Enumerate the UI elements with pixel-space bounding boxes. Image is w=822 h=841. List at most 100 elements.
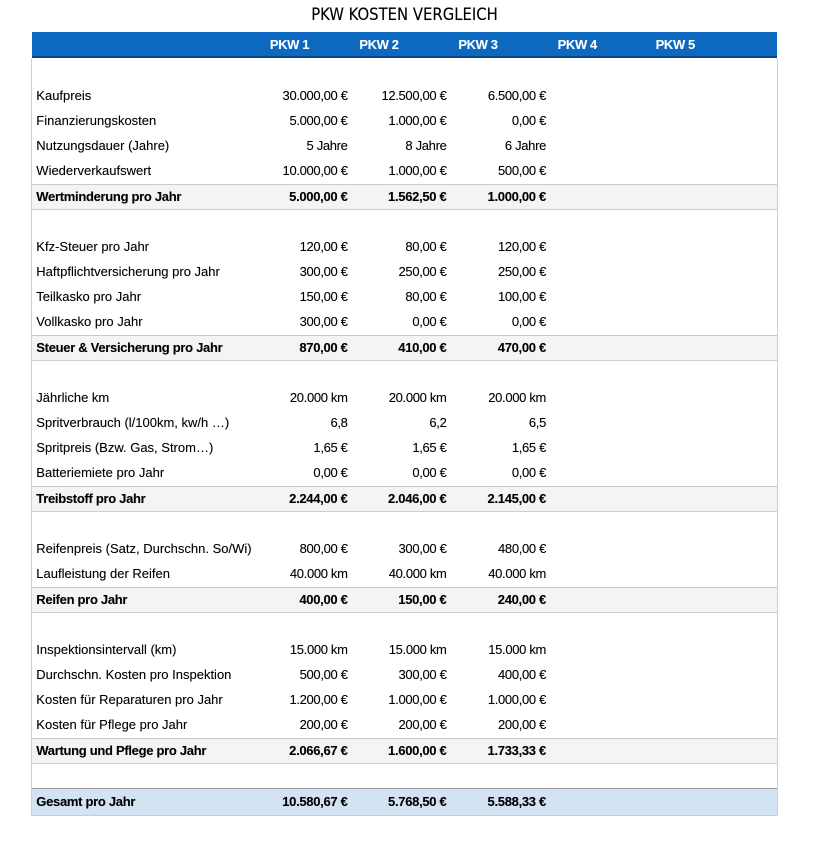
cell-pkw3: 480,00 € xyxy=(498,541,546,557)
cell-pkw3: 5.588,33 € xyxy=(487,793,547,809)
cell-pkw1: 5.000,00 € xyxy=(289,112,348,128)
row-label: Gesamt pro Jahr xyxy=(36,793,136,809)
cell-pkw1 xyxy=(253,612,348,637)
cell-pkw5 xyxy=(648,209,743,234)
cell-pkw1: 870,00 € xyxy=(299,340,348,356)
cell-pkw4 xyxy=(549,209,644,234)
cell-pkw3: 470,00 € xyxy=(497,340,547,356)
cell-pkw3 xyxy=(451,612,546,637)
table-row: Reifenpreis (Satz, Durchschn. So/Wi) 800… xyxy=(32,536,777,561)
table-row: Wartung und Pflege pro Jahr 2.066,67 € 1… xyxy=(32,737,778,765)
cell-pkw3: 6.500,00 € xyxy=(487,87,546,103)
cell-pkw2: 410,00 € xyxy=(398,340,447,356)
cell-pkw4 xyxy=(549,487,644,511)
cell-pkw5 xyxy=(648,637,743,662)
cell-pkw1: 15.000 km xyxy=(289,641,348,657)
cell-pkw5 xyxy=(648,662,743,687)
row-label: Vollkasko pro Jahr xyxy=(36,314,143,330)
cell-pkw1: 1.200,00 € xyxy=(289,692,348,708)
cell-pkw2: 12.500,00 € xyxy=(381,87,447,103)
cell-pkw3: 15.000 km xyxy=(488,641,546,657)
row-label: Nutzungsdauer (Jahre) xyxy=(36,138,170,154)
row-label: Haftpflichtversicherung pro Jahr xyxy=(36,263,220,279)
table-row: Spritpreis (Bzw. Gas, Strom…) 1,65 € 1,6… xyxy=(32,436,777,461)
cell-pkw4 xyxy=(549,58,644,83)
cell-pkw2: 2.046,00 € xyxy=(388,491,447,507)
cell-pkw4 xyxy=(549,285,644,310)
cell-pkw2: 15.000 km xyxy=(388,641,447,657)
table-row xyxy=(32,763,777,788)
row-label: Reifen pro Jahr xyxy=(36,591,128,607)
cell-pkw1: 0,00 € xyxy=(313,465,348,481)
cell-pkw4 xyxy=(549,83,644,108)
table-header-row: PKW 1 PKW 2 PKW 3 PKW 4 PKW 5 xyxy=(31,31,778,57)
row-label: Jährliche km xyxy=(36,389,110,405)
cell-pkw3: 500,00 € xyxy=(498,163,546,179)
cell-pkw1: 300,00 € xyxy=(299,314,348,330)
cell-pkw1: 40.000 km xyxy=(289,566,348,582)
cell-pkw3: 2.145,00 € xyxy=(487,491,547,507)
cell-pkw3 xyxy=(451,58,546,83)
cell-pkw3 xyxy=(451,763,546,788)
cell-pkw5 xyxy=(648,310,743,335)
row-label: Spritverbrauch (l/100km, kw/h …) xyxy=(36,415,230,431)
cell-pkw3: 250,00 € xyxy=(498,263,546,279)
cell-pkw5 xyxy=(648,588,743,612)
cell-pkw1: 500,00 € xyxy=(299,666,348,682)
cell-pkw4 xyxy=(549,588,644,612)
cell-pkw1 xyxy=(253,209,348,234)
cell-pkw3: 240,00 € xyxy=(497,591,547,607)
cell-pkw3: 120,00 € xyxy=(498,238,546,254)
table-row: Steuer & Versicherung pro Jahr 870,00 € … xyxy=(32,334,778,362)
cell-pkw4 xyxy=(549,108,644,133)
cell-pkw5 xyxy=(648,259,743,284)
cell-pkw2 xyxy=(351,612,446,637)
column-header-pkw5: PKW 5 xyxy=(655,36,696,52)
table-row: Kfz-Steuer pro Jahr 120,00 € 80,00 € 120… xyxy=(32,234,777,259)
cell-pkw4 xyxy=(549,385,644,410)
page-title: PKW KOSTEN VERGLEICH xyxy=(311,5,498,25)
table-row: Kosten für Reparaturen pro Jahr 1.200,00… xyxy=(32,688,777,713)
cell-pkw4 xyxy=(549,739,644,763)
cell-pkw3: 100,00 € xyxy=(498,289,546,305)
cell-pkw5 xyxy=(648,436,743,461)
table-row: Kosten für Pflege pro Jahr 200,00 € 200,… xyxy=(32,713,777,738)
cell-pkw4 xyxy=(549,536,644,561)
cell-pkw5 xyxy=(648,58,743,83)
cell-pkw2: 1,65 € xyxy=(412,440,447,456)
cell-pkw5 xyxy=(648,763,743,788)
cell-pkw5 xyxy=(648,562,743,587)
row-label: Reifenpreis (Satz, Durchschn. So/Wi) xyxy=(36,541,252,557)
cell-pkw4 xyxy=(549,612,644,637)
cell-pkw3: 1.000,00 € xyxy=(487,692,546,708)
cell-pkw5 xyxy=(648,385,743,410)
cell-pkw1: 10.000,00 € xyxy=(282,163,348,179)
row-label: Kosten für Reparaturen pro Jahr xyxy=(36,692,223,708)
row-label: Spritpreis (Bzw. Gas, Strom…) xyxy=(36,440,214,456)
cell-pkw5 xyxy=(648,234,743,259)
cell-pkw1: 2.244,00 € xyxy=(289,491,348,507)
cell-pkw1: 5 Jahre xyxy=(306,138,348,154)
table-row: Finanzierungskosten 5.000,00 € 1.000,00 … xyxy=(32,108,777,133)
cell-pkw4 xyxy=(549,662,644,687)
cell-pkw4 xyxy=(549,461,644,486)
cell-pkw4 xyxy=(549,763,644,788)
cell-pkw5 xyxy=(648,108,743,133)
cell-pkw2: 8 Jahre xyxy=(405,138,447,154)
row-label: Wertminderung pro Jahr xyxy=(36,188,182,204)
table-header-border xyxy=(31,56,778,58)
cell-pkw2 xyxy=(351,511,446,536)
cell-pkw5 xyxy=(648,185,743,209)
table-row: Jährliche km 20.000 km 20.000 km 20.000 … xyxy=(32,385,777,410)
cell-pkw2: 80,00 € xyxy=(405,238,447,254)
cell-pkw4 xyxy=(549,336,644,360)
row-label: Wiederverkaufswert xyxy=(36,163,152,179)
cell-pkw4 xyxy=(549,159,644,184)
cell-pkw2 xyxy=(351,763,446,788)
cell-pkw1: 2.066,67 € xyxy=(289,743,348,759)
cell-pkw2: 6,2 xyxy=(429,415,447,431)
cell-pkw5 xyxy=(648,739,743,763)
cell-pkw5 xyxy=(648,159,743,184)
cell-pkw5 xyxy=(648,487,743,511)
table-row: Treibstoff pro Jahr 2.244,00 € 2.046,00 … xyxy=(32,486,778,513)
